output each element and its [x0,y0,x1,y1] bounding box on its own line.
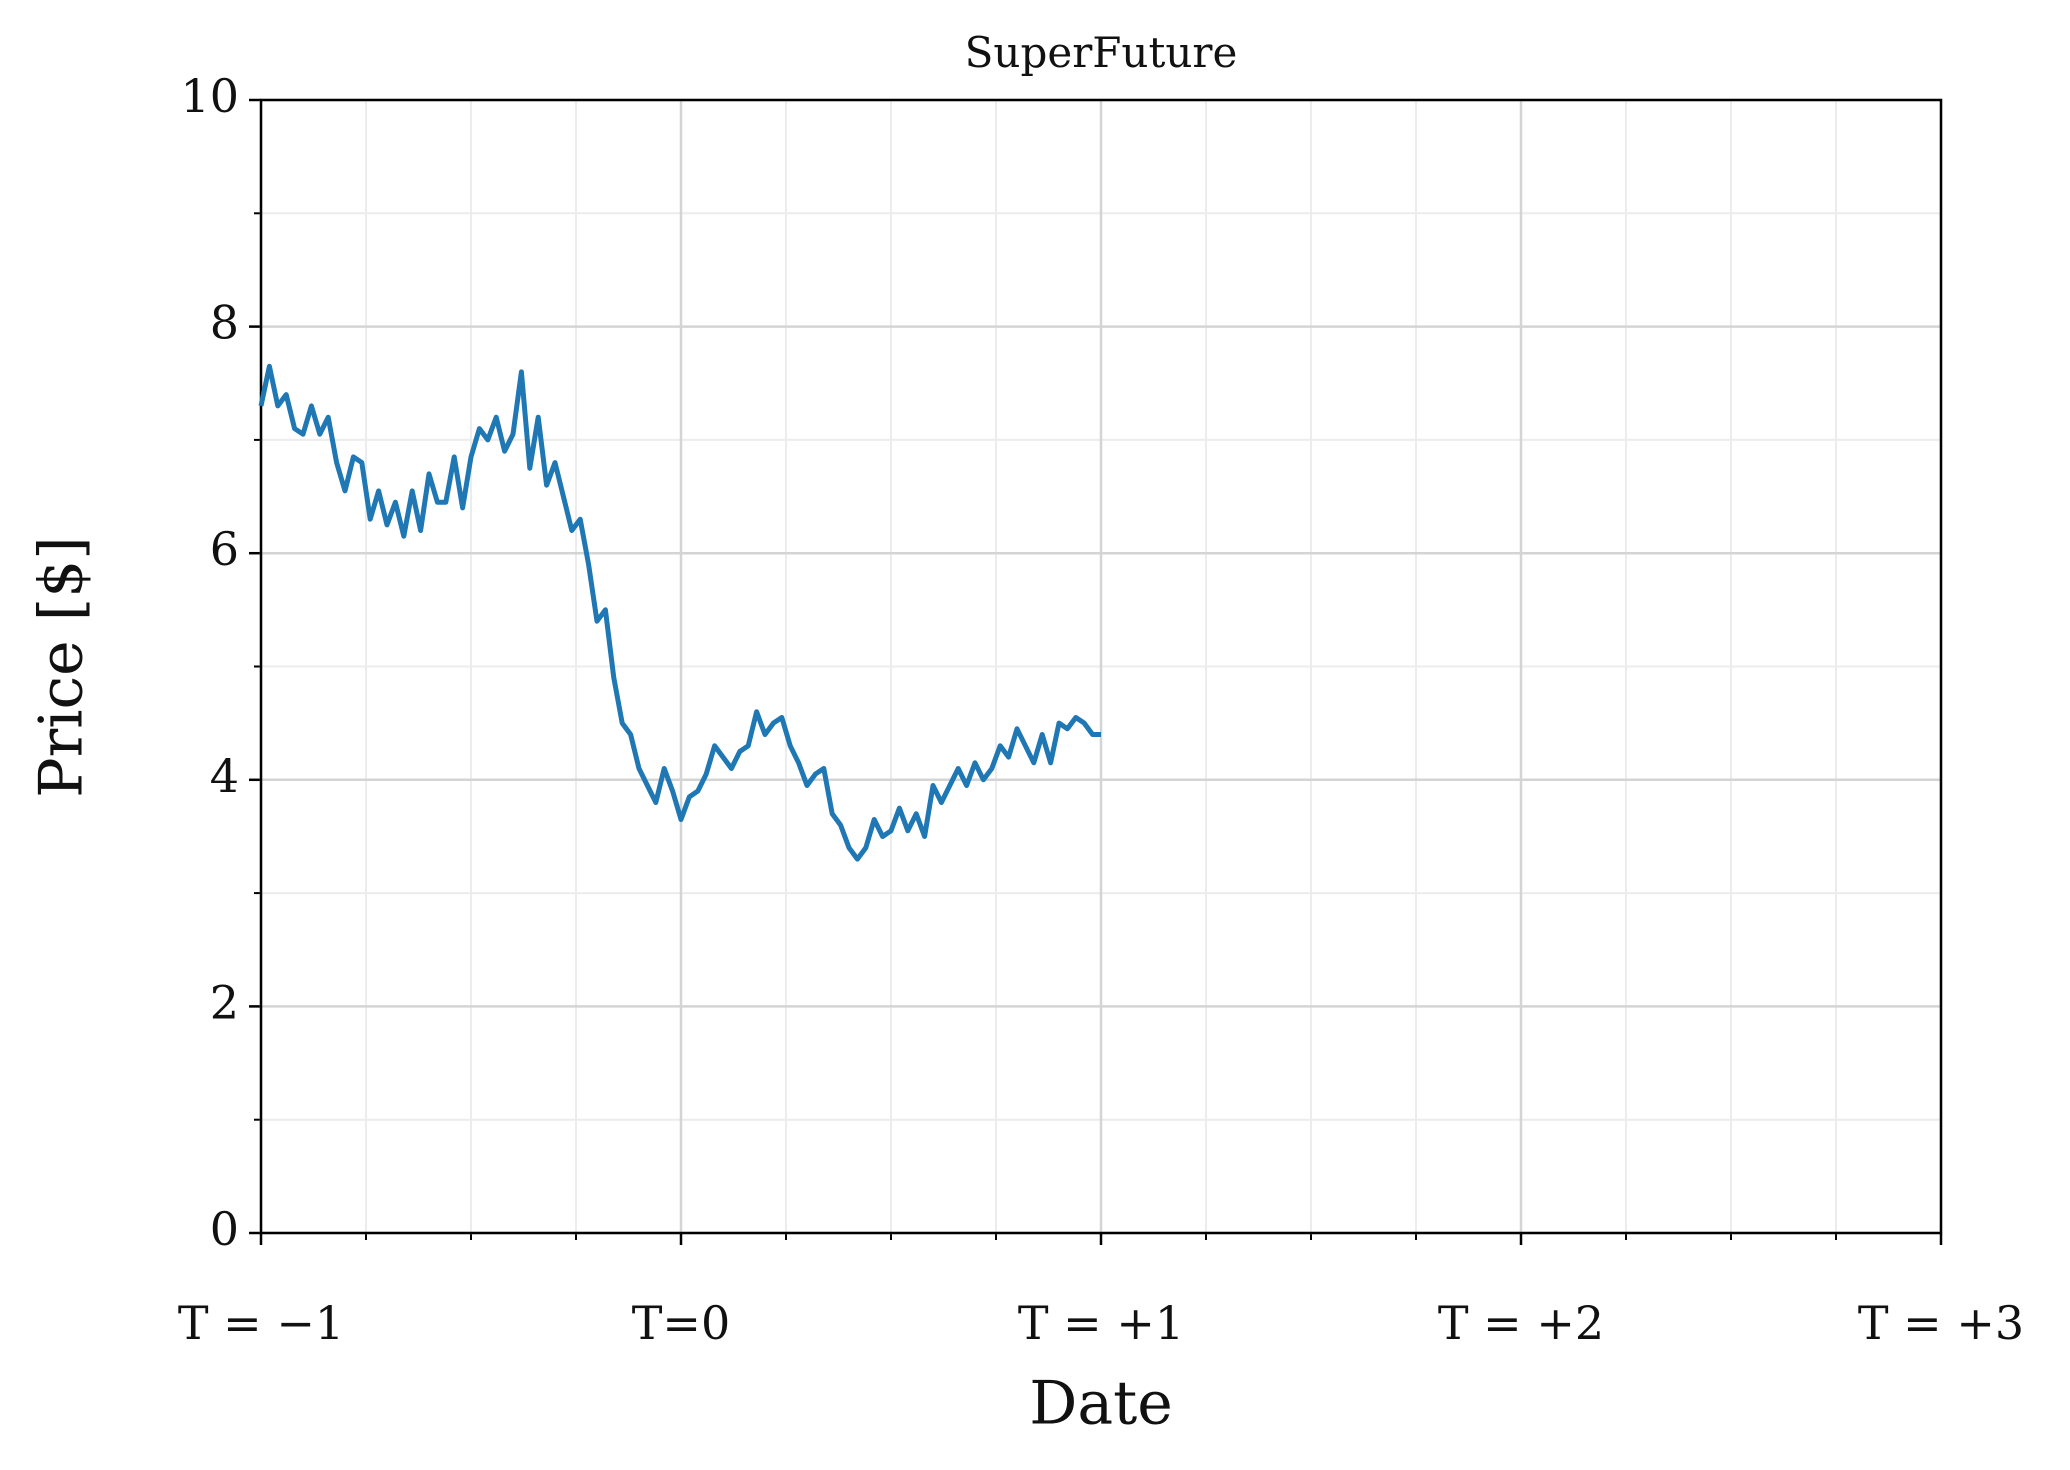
y-tick-label: 10 [180,69,239,123]
chart-title: SuperFuture [965,28,1238,77]
y-axis-label: Price [$] [27,536,97,797]
x-tick-label: T = +3 [1858,1296,2024,1350]
x-tick-label: T = −1 [178,1296,344,1350]
x-tick-label: T = +1 [1018,1296,1184,1350]
y-tick-label: 2 [210,975,239,1029]
y-tick-label: 4 [210,749,239,803]
y-tick-label: 6 [210,522,239,576]
x-tick-label: T = +2 [1438,1296,1604,1350]
price-line [258,363,1101,862]
x-tick-label: T=0 [632,1296,731,1350]
plot-frame [259,98,1943,1235]
y-tick-label: 0 [210,1202,239,1256]
y-tick-label: 8 [210,296,239,350]
x-axis-label: Date [1029,1369,1173,1439]
